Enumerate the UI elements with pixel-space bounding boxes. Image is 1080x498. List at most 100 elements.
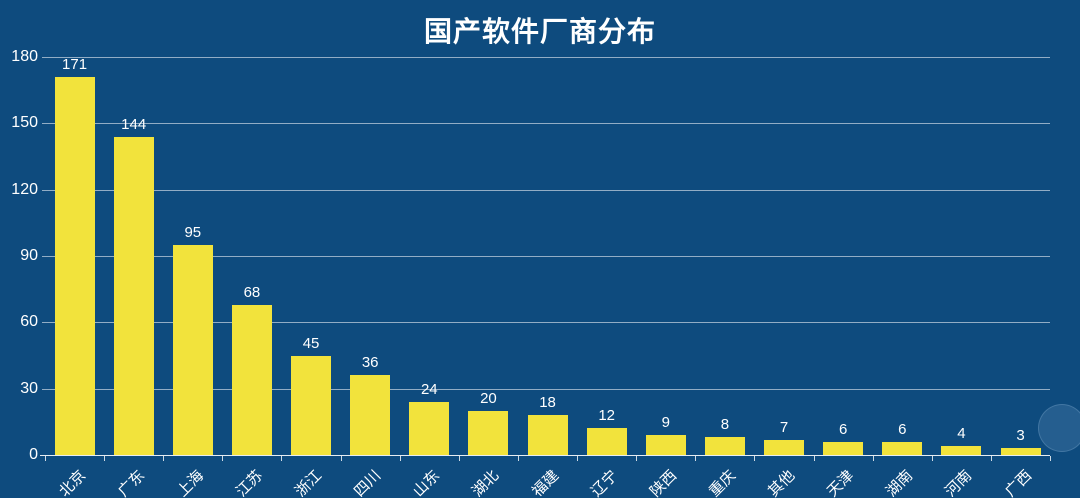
bar-其他 <box>764 439 805 455</box>
bar-slot: 7 <box>755 57 814 455</box>
x-label-slot: 湖北 <box>459 456 518 498</box>
bar-slot: 68 <box>222 57 281 455</box>
x-axis-tick <box>45 456 46 461</box>
bar-value-label: 12 <box>598 407 616 425</box>
bar-value-label: 4 <box>957 425 966 443</box>
x-axis-tick <box>990 456 992 461</box>
gridline <box>42 388 1050 390</box>
bar-山东 <box>409 401 450 455</box>
bars-layer: 171 144 95 68 45 36 24 20 18 12 9 8 7 6 6 4 3 <box>45 55 1050 455</box>
bar-slot: 95 <box>163 57 222 455</box>
bar-湖南 <box>882 441 923 455</box>
x-tick-label-广东: 广东 <box>114 467 148 498</box>
bar-value-label: 45 <box>302 334 320 352</box>
bar-slot: 45 <box>282 57 341 455</box>
bar-slot: 6 <box>814 57 873 455</box>
x-axis-tick <box>222 456 224 461</box>
x-tick-label-浙江: 浙江 <box>291 467 326 498</box>
bar-value-label: 8 <box>720 416 730 434</box>
x-tick-label-广西: 广西 <box>1001 467 1035 498</box>
x-tick-label-重庆: 重庆 <box>705 467 740 498</box>
bar-value-label: 171 <box>62 55 88 73</box>
bar-slot: 9 <box>636 57 695 455</box>
bar-湖北 <box>468 410 509 455</box>
gridline <box>42 189 1050 191</box>
bar-上海 <box>172 244 213 455</box>
x-axis-tick <box>517 456 519 461</box>
gridline <box>42 57 1050 58</box>
x-tick-label-上海: 上海 <box>173 467 207 498</box>
y-tick-label: 0 <box>29 446 38 463</box>
x-axis-tick <box>931 456 933 461</box>
bar-江苏 <box>231 304 272 455</box>
y-tick-label: 60 <box>20 313 38 331</box>
bar-slot: 8 <box>695 57 754 455</box>
x-tick-label-天津: 天津 <box>824 467 858 498</box>
y-tick-label: 90 <box>20 247 38 264</box>
y-tick-label: 120 <box>11 180 38 198</box>
x-tick-label-湖南: 湖南 <box>883 467 917 498</box>
y-tick-label: 30 <box>20 379 38 397</box>
bar-value-label: 18 <box>539 394 556 412</box>
bar-福建 <box>527 415 568 455</box>
y-tick-label: 150 <box>11 114 38 132</box>
bar-天津 <box>823 441 864 455</box>
x-label-slot: 北京 <box>45 456 104 498</box>
x-tick-label-福建: 福建 <box>528 467 562 498</box>
gridline <box>42 123 1050 125</box>
x-label-slot: 浙江 <box>282 456 341 498</box>
x-axis-tick <box>458 456 460 461</box>
bar-value-label: 6 <box>898 420 907 438</box>
bar-slot: 4 <box>932 57 991 455</box>
x-axis-tick <box>1050 456 1051 461</box>
x-label-slot: 天津 <box>814 456 873 498</box>
x-label-slot: 广东 <box>104 456 163 498</box>
chart-title: 国产软件厂商分布 <box>423 16 656 47</box>
bar-陕西 <box>645 435 686 455</box>
x-axis-tick <box>813 456 815 461</box>
bar-重庆 <box>704 437 745 455</box>
x-label-slot: 江苏 <box>222 456 281 498</box>
x-label-slot: 辽宁 <box>577 456 636 498</box>
bar-value-label: 7 <box>779 418 789 436</box>
x-tick-label-辽宁: 辽宁 <box>587 467 621 498</box>
watermark-circle <box>1038 404 1080 452</box>
gridline <box>42 256 1050 257</box>
bar-slot: 6 <box>873 57 932 455</box>
x-axis-tick <box>695 456 697 461</box>
bar-广西 <box>1000 448 1041 455</box>
bar-value-label: 36 <box>361 354 379 372</box>
bar-value-label: 3 <box>1016 427 1025 445</box>
x-tick-label-湖北: 湖北 <box>469 467 503 498</box>
x-label-slot: 其他 <box>755 456 814 498</box>
x-label-slot: 重庆 <box>695 456 754 498</box>
bar-slot: 36 <box>341 57 400 455</box>
x-label-slot: 福建 <box>518 456 577 498</box>
bar-value-label: 144 <box>121 115 147 133</box>
bar-slot: 24 <box>400 57 459 455</box>
y-tick-label: 180 <box>11 48 38 65</box>
bar-浙江 <box>291 355 332 455</box>
bar-四川 <box>350 375 391 455</box>
bar-slot: 3 <box>991 57 1050 455</box>
x-axis-tick <box>340 456 342 461</box>
bar-value-label: 9 <box>661 414 670 432</box>
bar-广东 <box>113 136 154 455</box>
bar-北京 <box>54 76 95 455</box>
x-label-slot: 湖南 <box>873 456 932 498</box>
x-tick-label-陕西: 陕西 <box>646 467 680 498</box>
bar-value-label: 95 <box>184 223 202 241</box>
x-tick-label-山东: 山东 <box>410 467 444 498</box>
gridline <box>42 322 1050 324</box>
x-axis-tick <box>399 456 401 461</box>
x-label-slot: 陕西 <box>636 456 695 498</box>
bar-value-label: 6 <box>839 420 848 438</box>
bar-value-label: 68 <box>243 283 261 301</box>
x-label-slot: 四川 <box>341 456 400 498</box>
bar-value-label: 24 <box>420 380 438 398</box>
x-axis-tick <box>754 456 756 461</box>
x-tick-label-北京: 北京 <box>55 467 89 498</box>
x-label-slot: 山东 <box>400 456 459 498</box>
x-label-slot: 河南 <box>932 456 991 498</box>
